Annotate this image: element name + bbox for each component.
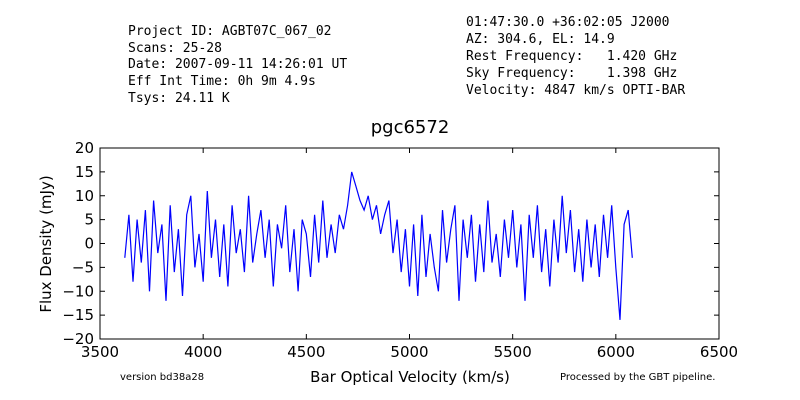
y-tick-label: 0 — [84, 235, 94, 253]
y-tick-label: −10 — [62, 282, 94, 300]
velocity-text: Velocity: 4847 km/s OPTI-BAR — [466, 83, 685, 98]
y-axis-ticks: 20 15 10 5 0 −5 −10 −15 −20 — [62, 139, 719, 348]
y-tick-label: −15 — [62, 306, 94, 324]
rest-frequency-text: Rest Frequency: 1.420 GHz — [466, 49, 677, 64]
y-tick-label: −20 — [62, 330, 94, 348]
y-tick-label: 5 — [84, 211, 94, 229]
x-tick-label: 4000 — [184, 343, 222, 361]
coordinates-text: 01:47:30.0 +36:02:05 J2000 — [466, 15, 670, 30]
y-tick-label: 15 — [75, 163, 94, 181]
chart-title: pgc6572 — [371, 117, 450, 138]
pipeline-note: Processed by the GBT pipeline. — [560, 372, 715, 383]
az-el-text: AZ: 304.6, EL: 14.9 — [466, 32, 615, 47]
date-text: Date: 2007-09-11 14:26:01 UT — [128, 57, 347, 72]
tsys-text: Tsys: 24.11 K — [128, 91, 230, 106]
observation-info-right: 01:47:30.0 +36:02:05 J2000 AZ: 304.6, EL… — [466, 15, 685, 98]
spectrum-line — [124, 171, 633, 320]
x-tick-label: 6500 — [700, 343, 738, 361]
x-axis-label: Bar Optical Velocity (km/s) — [310, 368, 510, 386]
plot-frame — [99, 147, 720, 340]
project-id-text: Project ID: AGBT07C_067_02 — [128, 24, 332, 39]
y-axis-label: Flux Density (mJy) — [37, 175, 55, 312]
y-tick-label: 10 — [75, 187, 94, 205]
x-tick-label: 6000 — [597, 343, 635, 361]
scans-text: Scans: 25-28 — [128, 41, 222, 56]
sky-frequency-text: Sky Frequency: 1.398 GHz — [466, 66, 677, 81]
x-tick-label: 5500 — [494, 343, 532, 361]
x-tick-label: 4500 — [287, 343, 325, 361]
x-tick-label: 5000 — [390, 343, 428, 361]
integration-time-text: Eff Int Time: 0h 9m 4.9s — [128, 74, 316, 89]
version-label: version bd38a28 — [120, 372, 204, 383]
x-tick-label: 3500 — [81, 343, 119, 361]
y-tick-label: −5 — [72, 258, 94, 276]
observation-info-left: Project ID: AGBT07C_067_02 Scans: 25-28 … — [128, 24, 347, 106]
y-tick-label: 20 — [75, 139, 94, 157]
x-axis-ticks: 3500 4000 4500 5000 5500 6000 6500 — [81, 148, 738, 361]
